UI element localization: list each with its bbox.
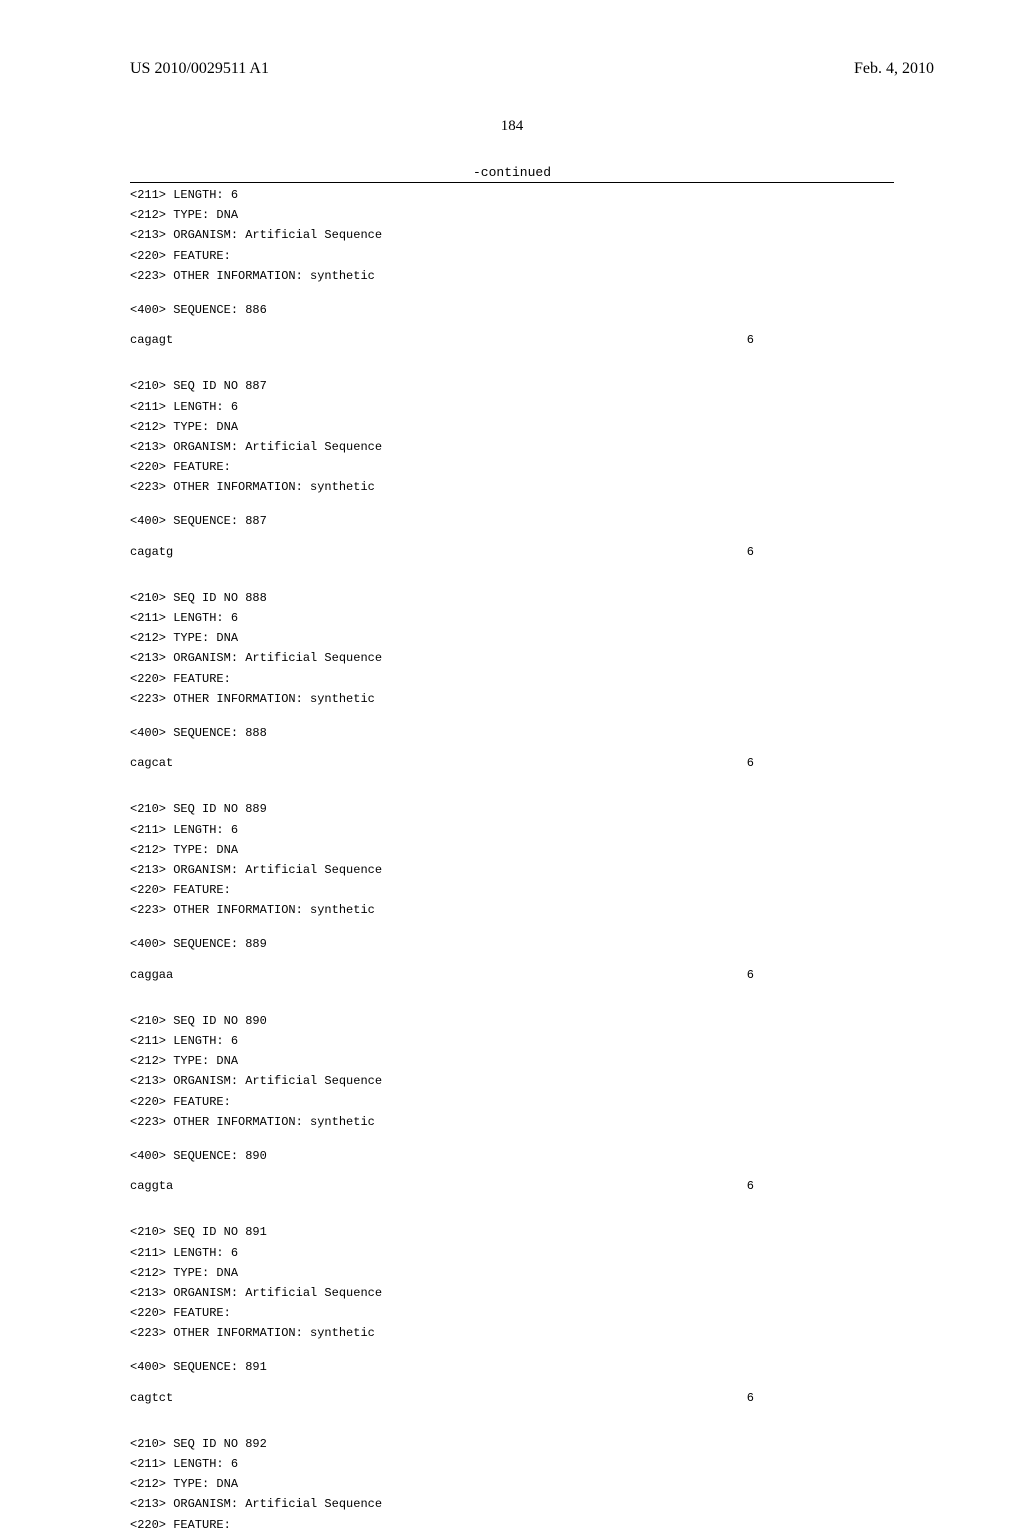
sequence-data: cagagt [130,332,173,348]
sequence-meta-line: <213> ORGANISM: Artificial Sequence [0,223,1024,243]
sequence-meta-line: <213> ORGANISM: Artificial Sequence [0,435,1024,455]
sequence-meta-line: <400> SEQUENCE: 887 [0,509,1024,529]
sequence-data: cagatg [130,544,173,560]
sequence-meta-line: <212> TYPE: DNA [0,838,1024,858]
sequence-meta-line: <212> TYPE: DNA [0,1049,1024,1069]
sequence-meta-line: <400> SEQUENCE: 888 [0,721,1024,741]
sequence-meta-line: <400> SEQUENCE: 886 [0,298,1024,318]
spacer [0,318,1024,332]
spacer [0,495,1024,509]
spacer [0,1194,1024,1220]
spacer [0,741,1024,755]
sequence-data-row: caggaa 6 [0,967,1024,983]
sequence-length-value: 6 [747,1178,754,1194]
sequence-meta-line: <223> OTHER INFORMATION: synthetic [0,264,1024,284]
sequence-meta-line: <211> LENGTH: 6 [0,1029,1024,1049]
sequence-length-value: 6 [747,967,754,983]
spacer [0,771,1024,797]
sequence-meta-line: <210> SEQ ID NO 889 [0,797,1024,817]
sequence-meta-line: <211> LENGTH: 6 [0,818,1024,838]
sequence-meta-line: <220> FEATURE: [0,455,1024,475]
sequence-meta-line: <220> FEATURE: [0,244,1024,264]
sequence-meta-line: <211> LENGTH: 6 [0,606,1024,626]
sequence-meta-line: <223> OTHER INFORMATION: synthetic [0,1110,1024,1130]
page-number: 184 [0,118,1024,135]
spacer [0,707,1024,721]
sequence-data: caggaa [130,967,173,983]
sequence-meta-line: <211> LENGTH: 6 [0,1241,1024,1261]
spacer [0,1130,1024,1144]
sequence-data-row: caggta 6 [0,1178,1024,1194]
sequence-length-value: 6 [747,544,754,560]
sequence-meta-line: <400> SEQUENCE: 890 [0,1144,1024,1164]
sequence-meta-line: <220> FEATURE: [0,1090,1024,1110]
sequence-length-value: 6 [747,332,754,348]
continued-label: -continued [0,165,1024,180]
sequence-meta-line: <212> TYPE: DNA [0,626,1024,646]
publication-number: US 2010/0029511 A1 [130,60,269,78]
spacer [0,953,1024,967]
sequence-meta-line: <210> SEQ ID NO 892 [0,1432,1024,1452]
sequence-meta-line: <400> SEQUENCE: 891 [0,1355,1024,1375]
spacer [0,1376,1024,1390]
spacer [0,1341,1024,1355]
sequence-meta-line: <212> TYPE: DNA [0,415,1024,435]
spacer [0,560,1024,586]
spacer [0,530,1024,544]
sequence-meta-line: <212> TYPE: DNA [0,1472,1024,1492]
publication-date: Feb. 4, 2010 [854,60,934,78]
sequence-meta-line: <212> TYPE: DNA [0,1261,1024,1281]
sequence-data-row: cagcat 6 [0,755,1024,771]
sequence-meta-line: <223> OTHER INFORMATION: synthetic [0,1321,1024,1341]
sequence-meta-line: <210> SEQ ID NO 890 [0,1009,1024,1029]
sequence-meta-line: <211> LENGTH: 6 [0,1452,1024,1472]
sequence-meta-line: <213> ORGANISM: Artificial Sequence [0,1492,1024,1512]
sequence-meta-line: <220> FEATURE: [0,878,1024,898]
sequence-meta-line: <213> ORGANISM: Artificial Sequence [0,858,1024,878]
sequence-data: caggta [130,1178,173,1194]
sequence-length-value: 6 [747,1390,754,1406]
sequence-meta-line: <211> LENGTH: 6 [0,183,1024,203]
sequence-data: cagcat [130,755,173,771]
sequence-meta-line: <400> SEQUENCE: 889 [0,932,1024,952]
sequence-meta-line: <210> SEQ ID NO 888 [0,586,1024,606]
sequence-meta-line: <210> SEQ ID NO 891 [0,1220,1024,1240]
sequence-meta-line: <213> ORGANISM: Artificial Sequence [0,1281,1024,1301]
sequence-meta-line: <223> OTHER INFORMATION: synthetic [0,898,1024,918]
sequence-data-row: cagagt 6 [0,332,1024,348]
sequence-meta-line: <220> FEATURE: [0,1513,1024,1533]
sequence-meta-line: <220> FEATURE: [0,667,1024,687]
sequence-meta-line: <213> ORGANISM: Artificial Sequence [0,1069,1024,1089]
sequence-meta-line: <223> OTHER INFORMATION: synthetic [0,475,1024,495]
spacer [0,1406,1024,1432]
spacer [0,284,1024,298]
sequence-listing: <211> LENGTH: 6<212> TYPE: DNA<213> ORGA… [0,183,1024,1533]
sequence-length-value: 6 [747,755,754,771]
sequence-data-row: cagtct 6 [0,1390,1024,1406]
sequence-meta-line: <210> SEQ ID NO 887 [0,374,1024,394]
spacer [0,348,1024,374]
sequence-data: cagtct [130,1390,173,1406]
spacer [0,1164,1024,1178]
sequence-meta-line: <223> OTHER INFORMATION: synthetic [0,687,1024,707]
sequence-meta-line: <212> TYPE: DNA [0,203,1024,223]
sequence-meta-line: <213> ORGANISM: Artificial Sequence [0,646,1024,666]
page-header: US 2010/0029511 A1 Feb. 4, 2010 [0,0,1024,78]
spacer [0,983,1024,1009]
spacer [0,918,1024,932]
sequence-data-row: cagatg 6 [0,544,1024,560]
sequence-meta-line: <220> FEATURE: [0,1301,1024,1321]
sequence-meta-line: <211> LENGTH: 6 [0,395,1024,415]
